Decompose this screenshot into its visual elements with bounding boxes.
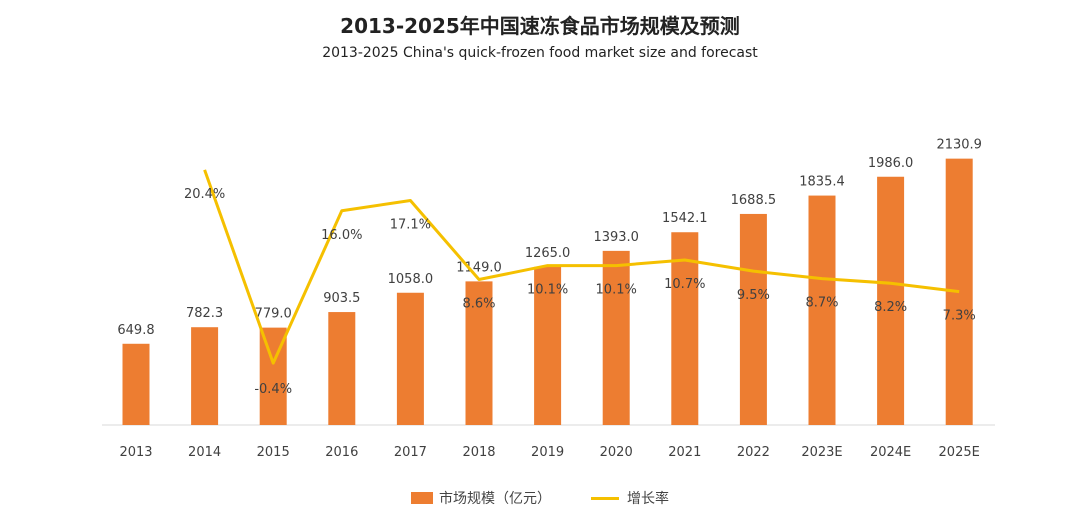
legend-line-swatch [591,496,619,500]
bar-2016 [328,312,356,425]
growth-label-2025E: 7.3% [943,309,976,324]
growth-label-2014: 20.4% [184,187,225,202]
growth-label-2016: 16.0% [321,228,362,243]
bar-2018 [465,281,493,425]
x-tick-label-2013: 2013 [119,445,152,460]
bar-2019 [534,266,562,425]
legend-label-growth-rate: 增长率 [627,491,669,507]
growth-label-2022: 9.5% [737,288,770,303]
x-tick-label-2021: 2021 [668,445,701,460]
bar-2013 [122,343,150,425]
bar-2017 [396,292,424,425]
legend: 市场规模（亿元） 增长率 [0,488,1080,508]
x-tick-label-2019: 2019 [531,445,564,460]
bar-2020 [602,250,630,425]
bar-2023E [808,195,836,425]
x-tick-label-2024E: 2024E [870,445,911,460]
bar-label-2022: 1688.5 [731,193,777,208]
legend-bar-swatch [411,492,433,504]
growth-label-2017: 17.1% [390,218,431,233]
bar-label-2013: 649.8 [117,323,154,338]
x-tick-label-2020: 2020 [600,445,633,460]
bar-label-2020: 1393.0 [593,230,639,245]
growth-label-2021: 10.7% [664,277,705,292]
legend-label-market-size: 市场规模（亿元） [439,491,551,507]
bar-2014 [191,327,219,425]
legend-item-growth-rate: 增长率 [591,488,669,508]
growth-rate-line [203,169,960,365]
growth-label-2020: 10.1% [596,283,637,298]
bar-label-2024E: 1986.0 [868,156,914,171]
bar-label-2017: 1058.0 [388,272,434,287]
bar-label-2014: 782.3 [186,306,223,321]
growth-label-2023E: 8.7% [805,296,838,311]
bar-label-2025E: 2130.9 [936,138,982,153]
x-tick-label-2023E: 2023E [801,445,842,460]
bar-label-2015: 779.0 [255,307,292,322]
growth-label-2015: -0.4% [254,382,292,397]
chart-subtitle: 2013-2025 China's quick-frozen food mark… [322,45,758,61]
bar-label-2016: 903.5 [323,291,360,306]
x-tick-label-2016: 2016 [325,445,358,460]
x-tick-label-2015: 2015 [257,445,290,460]
growth-label-2019: 10.1% [527,283,568,298]
x-tick-label-2014: 2014 [188,445,221,460]
bar-2024E [877,176,905,425]
growth-label-2018: 8.6% [462,297,495,312]
bar-label-2023E: 1835.4 [799,175,845,190]
legend-item-market-size: 市场规模（亿元） [411,488,551,508]
x-tick-label-2025E: 2025E [939,445,980,460]
x-tick-label-2018: 2018 [462,445,495,460]
chart-title: 2013-2025年中国速冻食品市场规模及预测 [340,14,740,38]
bar-2022 [739,213,767,425]
bar-label-2019: 1265.0 [525,246,571,261]
bar-label-2021: 1542.1 [662,211,708,226]
x-tick-label-2022: 2022 [737,445,770,460]
x-tick-label-2017: 2017 [394,445,427,460]
bar-2021 [671,232,699,425]
growth-label-2024E: 8.2% [874,300,907,315]
